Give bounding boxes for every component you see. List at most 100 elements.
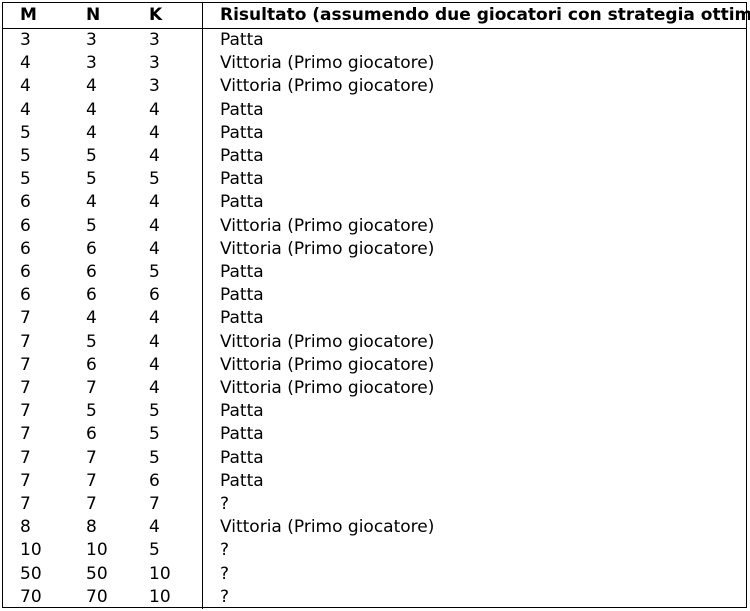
cell-m: 7 [20, 401, 31, 422]
cell-n: 6 [86, 424, 97, 445]
cell-n: 6 [86, 285, 97, 306]
cell-m: 7 [20, 331, 31, 352]
header-n: N [85, 3, 146, 29]
cell-m: 7 [20, 424, 31, 445]
cell-n: 6 [86, 262, 97, 283]
cell-k: 10 [149, 586, 171, 607]
cell-result: Vittoria (Primo giocatore) [202, 237, 746, 262]
cell-m: 8 [20, 517, 31, 538]
cell-m: 6 [20, 262, 31, 283]
cell-m: 7 [20, 470, 31, 491]
cell-m: 4 [20, 76, 31, 97]
table-body: 3 3 3 Patta 4 3 3 Vittoria (Primo giocatore) 4 4 3… [3, 28, 746, 610]
table-row: 7 7 7? [3, 493, 746, 517]
table-row: 6 6 5 Patta [3, 261, 746, 285]
cell-n: 5 [86, 169, 97, 190]
cell-m: 50 [20, 563, 42, 584]
cell-result: Patta [202, 121, 746, 146]
cell-n: 7 [86, 470, 97, 491]
cell-m: 3 [20, 30, 31, 50]
cell-result: Patta [202, 446, 746, 470]
cell-result: Vittoria (Primo giocatore) [202, 75, 746, 99]
cell-n: 8 [86, 517, 97, 538]
cell-k: 6 [149, 285, 160, 306]
cell-m: 6 [20, 285, 31, 306]
cell-n: 50 [86, 563, 108, 584]
table-row: 7 6 4 Vittoria (Primo giocatore) [3, 353, 746, 378]
cell-result: Vittoria (Primo giocatore) [202, 377, 746, 401]
cell-m: 7 [20, 378, 31, 399]
cell-m: 10 [20, 540, 42, 561]
cell-m: 7 [20, 447, 31, 468]
table-row: 5 5 4 Patta [3, 145, 746, 169]
table-row: 6 6 4 Vittoria (Primo giocatore) [3, 237, 746, 262]
table-row: 7 5 5 Patta [3, 400, 746, 424]
cell-n: 10 [86, 540, 108, 561]
cell-k: 4 [149, 517, 160, 538]
cell-n: 4 [86, 99, 97, 120]
cell-n: 7 [86, 494, 97, 515]
cell-k: 5 [149, 424, 160, 445]
cell-result: ? [202, 493, 746, 517]
table-row: 4 4 4 Patta [3, 98, 746, 122]
table-row: 8 8 4 Vittoria (Primo giocatore) [3, 516, 746, 540]
cell-result: ? [202, 539, 746, 563]
cell-result: Vittoria (Primo giocatore) [202, 52, 746, 76]
cell-result: Vittoria (Primo giocatore) [202, 516, 746, 540]
cell-result: Vittoria (Primo giocatore) [202, 353, 746, 378]
table-row: 10 10 5? [3, 539, 746, 563]
cell-result: Patta [202, 28, 746, 53]
cell-k: 4 [149, 238, 160, 259]
cell-n: 6 [86, 238, 97, 259]
table-row: 7 7 5 Patta [3, 446, 746, 470]
cell-k: 10 [149, 563, 171, 584]
cell-result: Patta [202, 168, 746, 192]
cell-result: Patta [202, 145, 746, 169]
cell-m: 4 [20, 53, 31, 74]
table-row: 6 5 4 Vittoria (Primo giocatore) [3, 214, 746, 238]
cell-m: 4 [20, 99, 31, 120]
cell-result: Patta [202, 191, 746, 215]
cell-m: 6 [20, 238, 31, 259]
cell-result: ? [202, 585, 746, 610]
cell-k: 7 [149, 494, 160, 515]
cell-m: 5 [20, 122, 31, 143]
cell-n: 4 [86, 192, 97, 213]
cell-k: 5 [149, 262, 160, 283]
header-row: M N K Risultato (assumendo due giocatori… [3, 3, 750, 29]
table-header: M N K Risultato (assumendo due giocatori… [3, 3, 750, 29]
cell-k: 3 [149, 53, 160, 74]
cell-n: 70 [86, 586, 108, 607]
table-row: 4 3 3 Vittoria (Primo giocatore) [3, 52, 746, 76]
cell-k: 3 [149, 30, 160, 50]
cell-m: 6 [20, 192, 31, 213]
cell-n: 4 [86, 76, 97, 97]
cell-n: 5 [86, 331, 97, 352]
cell-n: 7 [86, 378, 97, 399]
cell-result: ? [202, 562, 746, 586]
cell-m: 7 [20, 308, 31, 329]
cell-k: 5 [149, 169, 160, 190]
cell-result: Patta [202, 469, 746, 494]
table-row: 3 3 3 Patta [3, 28, 746, 53]
cell-n: 3 [86, 53, 97, 74]
cell-n: 5 [86, 146, 97, 167]
cell-k: 5 [149, 401, 160, 422]
cell-result: Patta [202, 400, 746, 424]
cell-n: 5 [86, 401, 97, 422]
cell-m: 70 [20, 586, 42, 607]
header-m: M [3, 3, 85, 29]
cell-k: 4 [149, 215, 160, 236]
cell-result: Vittoria (Primo giocatore) [202, 214, 746, 238]
table-row: 7 4 4 Patta [3, 307, 746, 331]
cell-k: 3 [149, 76, 160, 97]
table-row: 70 70 10? [3, 585, 746, 610]
table-row: 7 7 4 Vittoria (Primo giocatore) [3, 377, 746, 401]
cell-n: 4 [86, 122, 97, 143]
table-row: 7 7 6 Patta [3, 469, 746, 494]
cell-m: 5 [20, 146, 31, 167]
table-row: 50 50 10? [3, 562, 746, 586]
cell-k: 4 [149, 122, 160, 143]
cell-result: Patta [202, 261, 746, 285]
